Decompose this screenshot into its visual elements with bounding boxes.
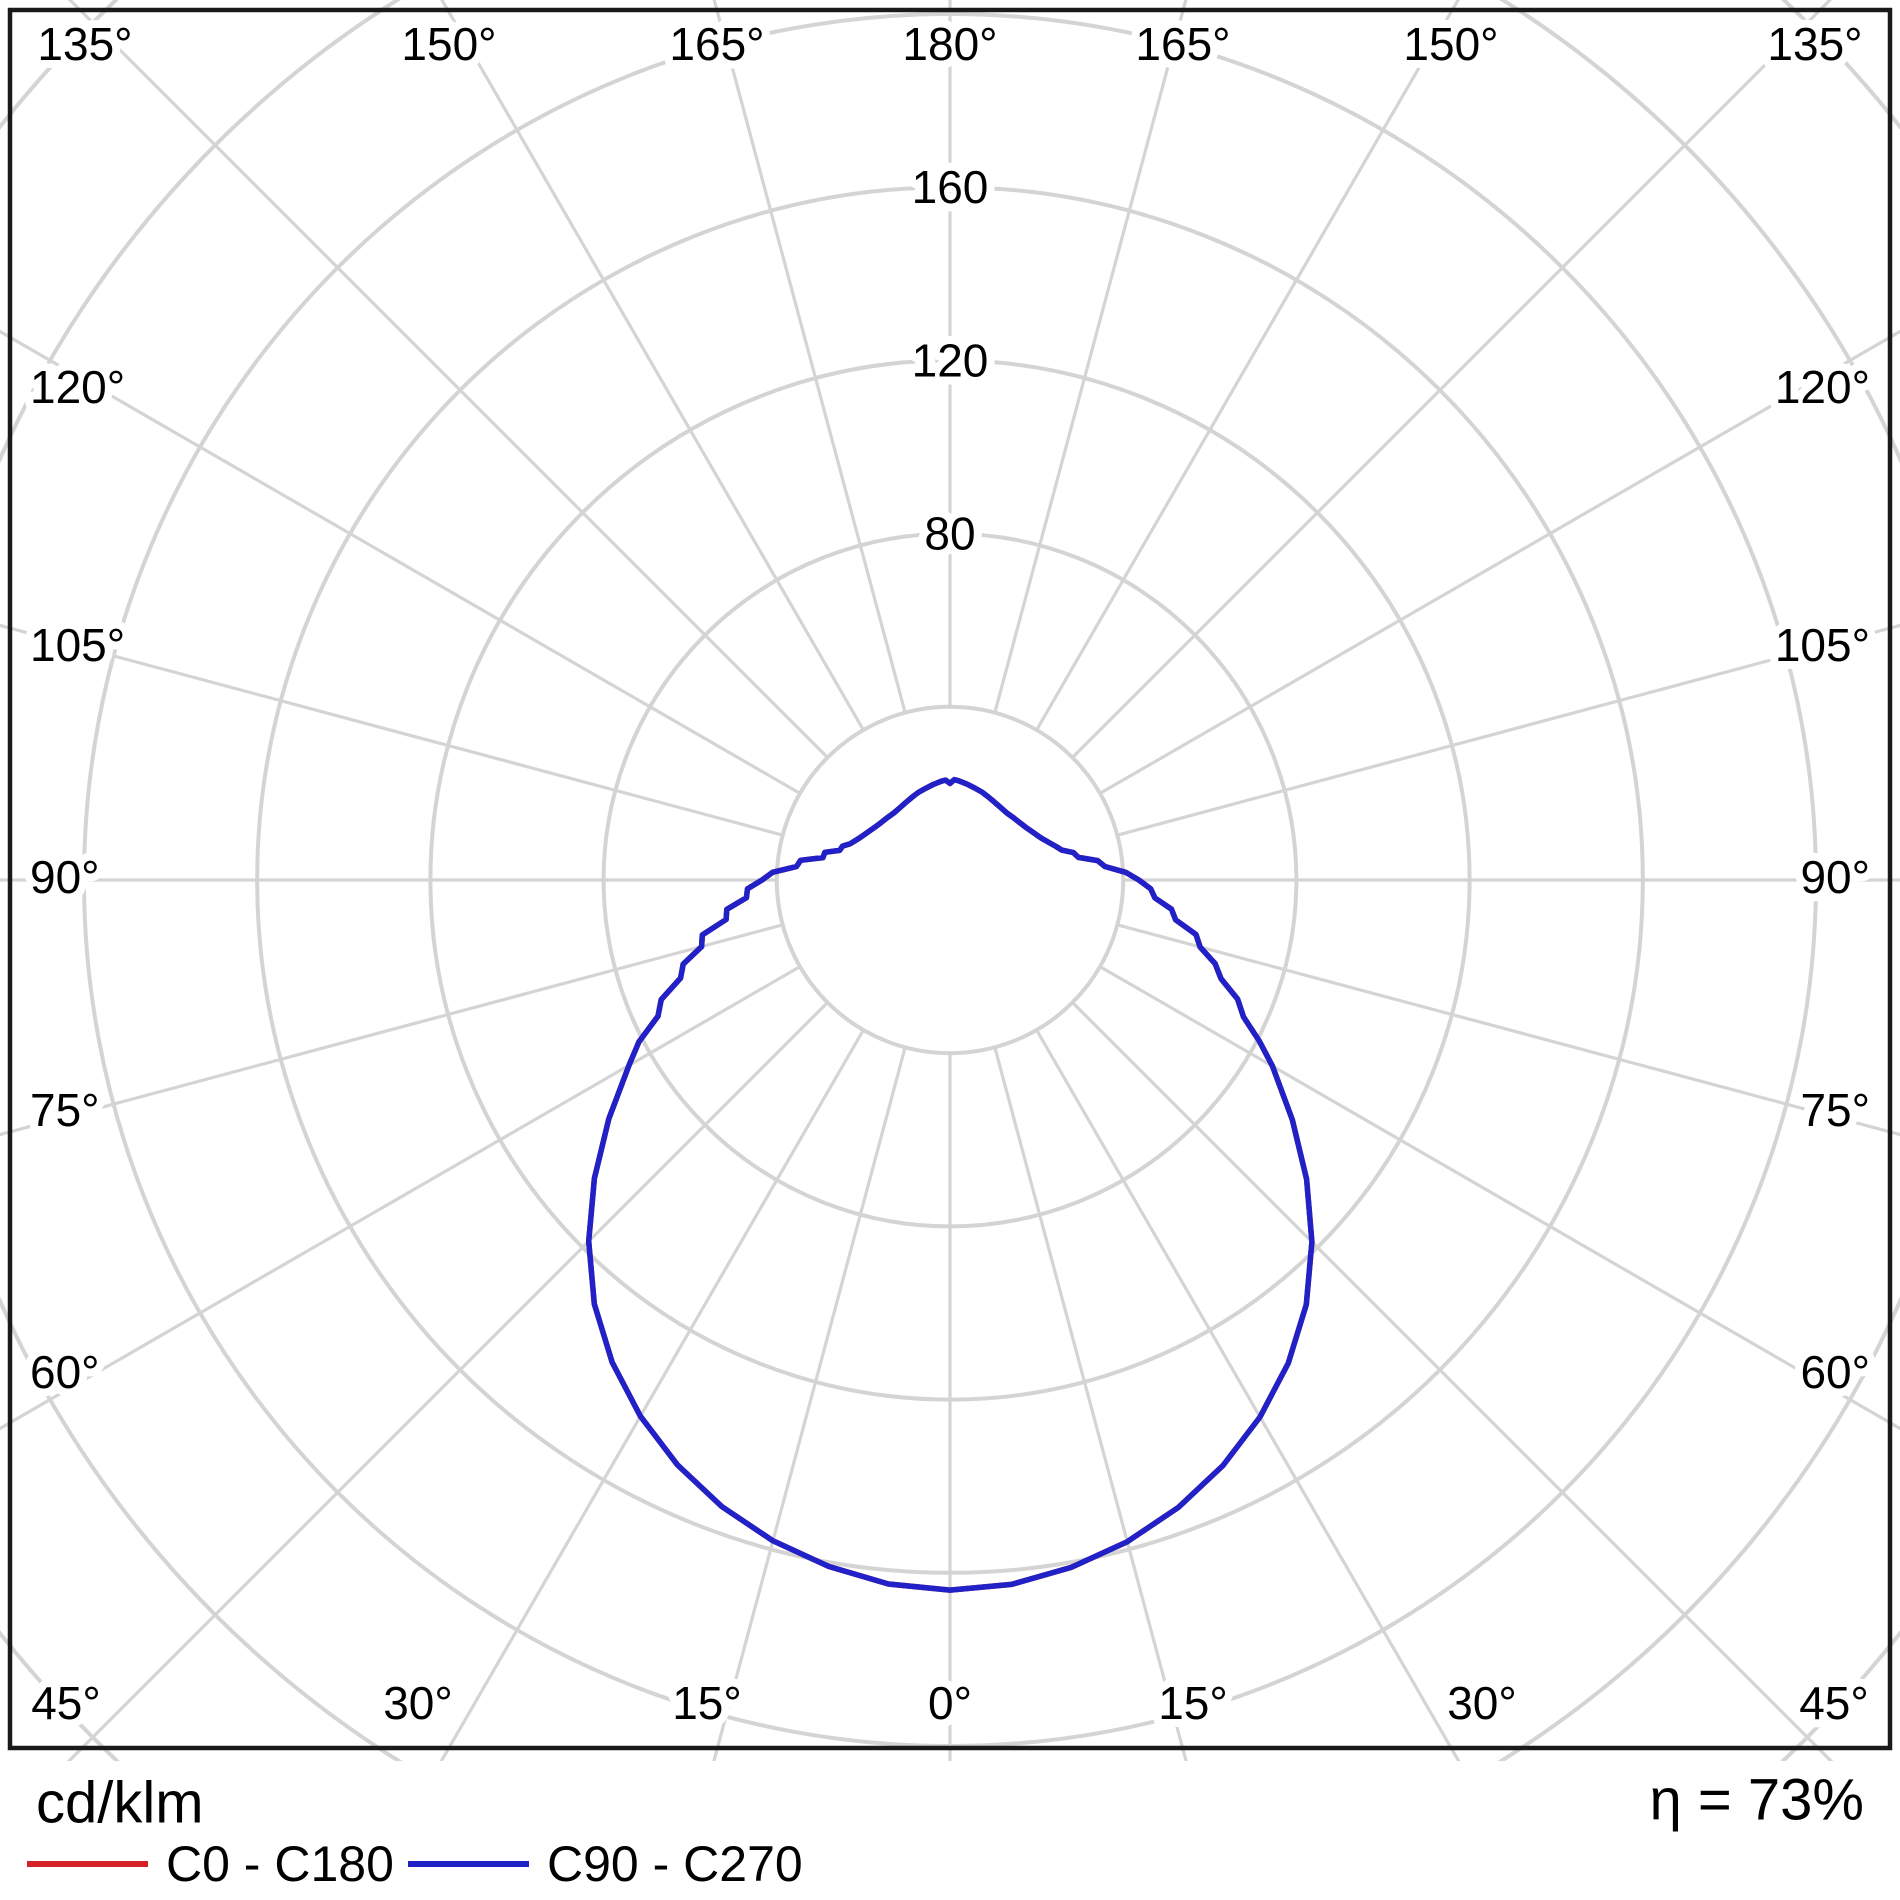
efficiency-label: η = 73%: [1650, 1768, 1864, 1833]
angular-grid-spoke: [1099, 329, 1900, 795]
angular-grid-spoke: [440, 0, 865, 731]
angle-label-bottom: 45°: [1799, 1677, 1869, 1729]
angle-label-top: 150°: [1403, 18, 1498, 70]
angle-label-right: 75°: [1800, 1084, 1870, 1136]
legend-label-c90-c270: C90 - C270: [547, 1836, 803, 1892]
angle-label-right: 90°: [1800, 851, 1870, 903]
angle-label-right: 120°: [1775, 361, 1870, 413]
radial-tick-label: 120: [912, 334, 989, 386]
angular-grid-spoke: [1035, 1029, 1461, 1761]
angle-label-bottom: 45°: [31, 1677, 101, 1729]
angle-label-left: 90°: [30, 851, 100, 903]
angle-label-top: 135°: [1767, 18, 1862, 70]
angle-label-top: 165°: [1135, 18, 1230, 70]
radial-tick-label: 160: [912, 161, 989, 213]
legend-label-c0-c180: C0 - C180: [166, 1836, 394, 1892]
angular-grid-spoke: [1071, 0, 1833, 759]
angle-label-top: 180°: [902, 18, 997, 70]
curve-C90-C270: [585, 776, 1315, 1593]
angular-grid-spoke: [712, 1046, 907, 1761]
angle-label-bottom: 30°: [1447, 1677, 1517, 1729]
angle-label-top: 150°: [401, 18, 496, 70]
angular-grid-spoke: [67, 0, 829, 759]
angle-label-bottom: 30°: [383, 1677, 453, 1729]
angle-label-top: 165°: [669, 18, 764, 70]
angle-label-right: 60°: [1800, 1346, 1870, 1398]
angular-grid-spoke: [993, 0, 1188, 714]
units-label: cd/klm: [36, 1771, 204, 1836]
axis-labels: 135° 150° 165° 180° 165° 150° 135° 45° 30° 15° 0° 1…: [22, 10, 1878, 1737]
angle-label-bottom: 15°: [672, 1677, 742, 1729]
angular-grid-spoke: [1035, 0, 1460, 731]
angular-grid-spoke: [0, 623, 784, 837]
angular-grid-spoke: [66, 1001, 829, 1761]
angle-label-top: 135°: [37, 18, 132, 70]
angle-label-bottom: 0°: [928, 1677, 972, 1729]
angular-grid-spoke: [993, 1046, 1188, 1761]
angle-label-left: 120°: [30, 361, 125, 413]
angular-grid-spoke: [712, 0, 907, 714]
angular-grid-spoke: [0, 923, 784, 1137]
legend: C0 - C180 C90 - C270: [27, 1836, 803, 1892]
angle-label-left: 105°: [30, 619, 125, 671]
angular-grid-spoke: [0, 329, 801, 795]
angular-grid-spoke: [1071, 1001, 1834, 1761]
radial-tick-label: 80: [924, 508, 975, 560]
angle-label-right: 105°: [1775, 619, 1870, 671]
angular-grid-spoke: [439, 1029, 865, 1761]
plot-border: [7, 7, 1893, 1751]
angular-grid-spoke: [1116, 623, 1900, 837]
radial-grid-circle: [774, 704, 1126, 1056]
intensity-curves: [585, 776, 1315, 1593]
angle-label-bottom: 15°: [1158, 1677, 1228, 1729]
angular-grid-spoke: [1116, 923, 1900, 1137]
angle-label-left: 75°: [30, 1084, 100, 1136]
angle-label-left: 60°: [30, 1346, 100, 1398]
